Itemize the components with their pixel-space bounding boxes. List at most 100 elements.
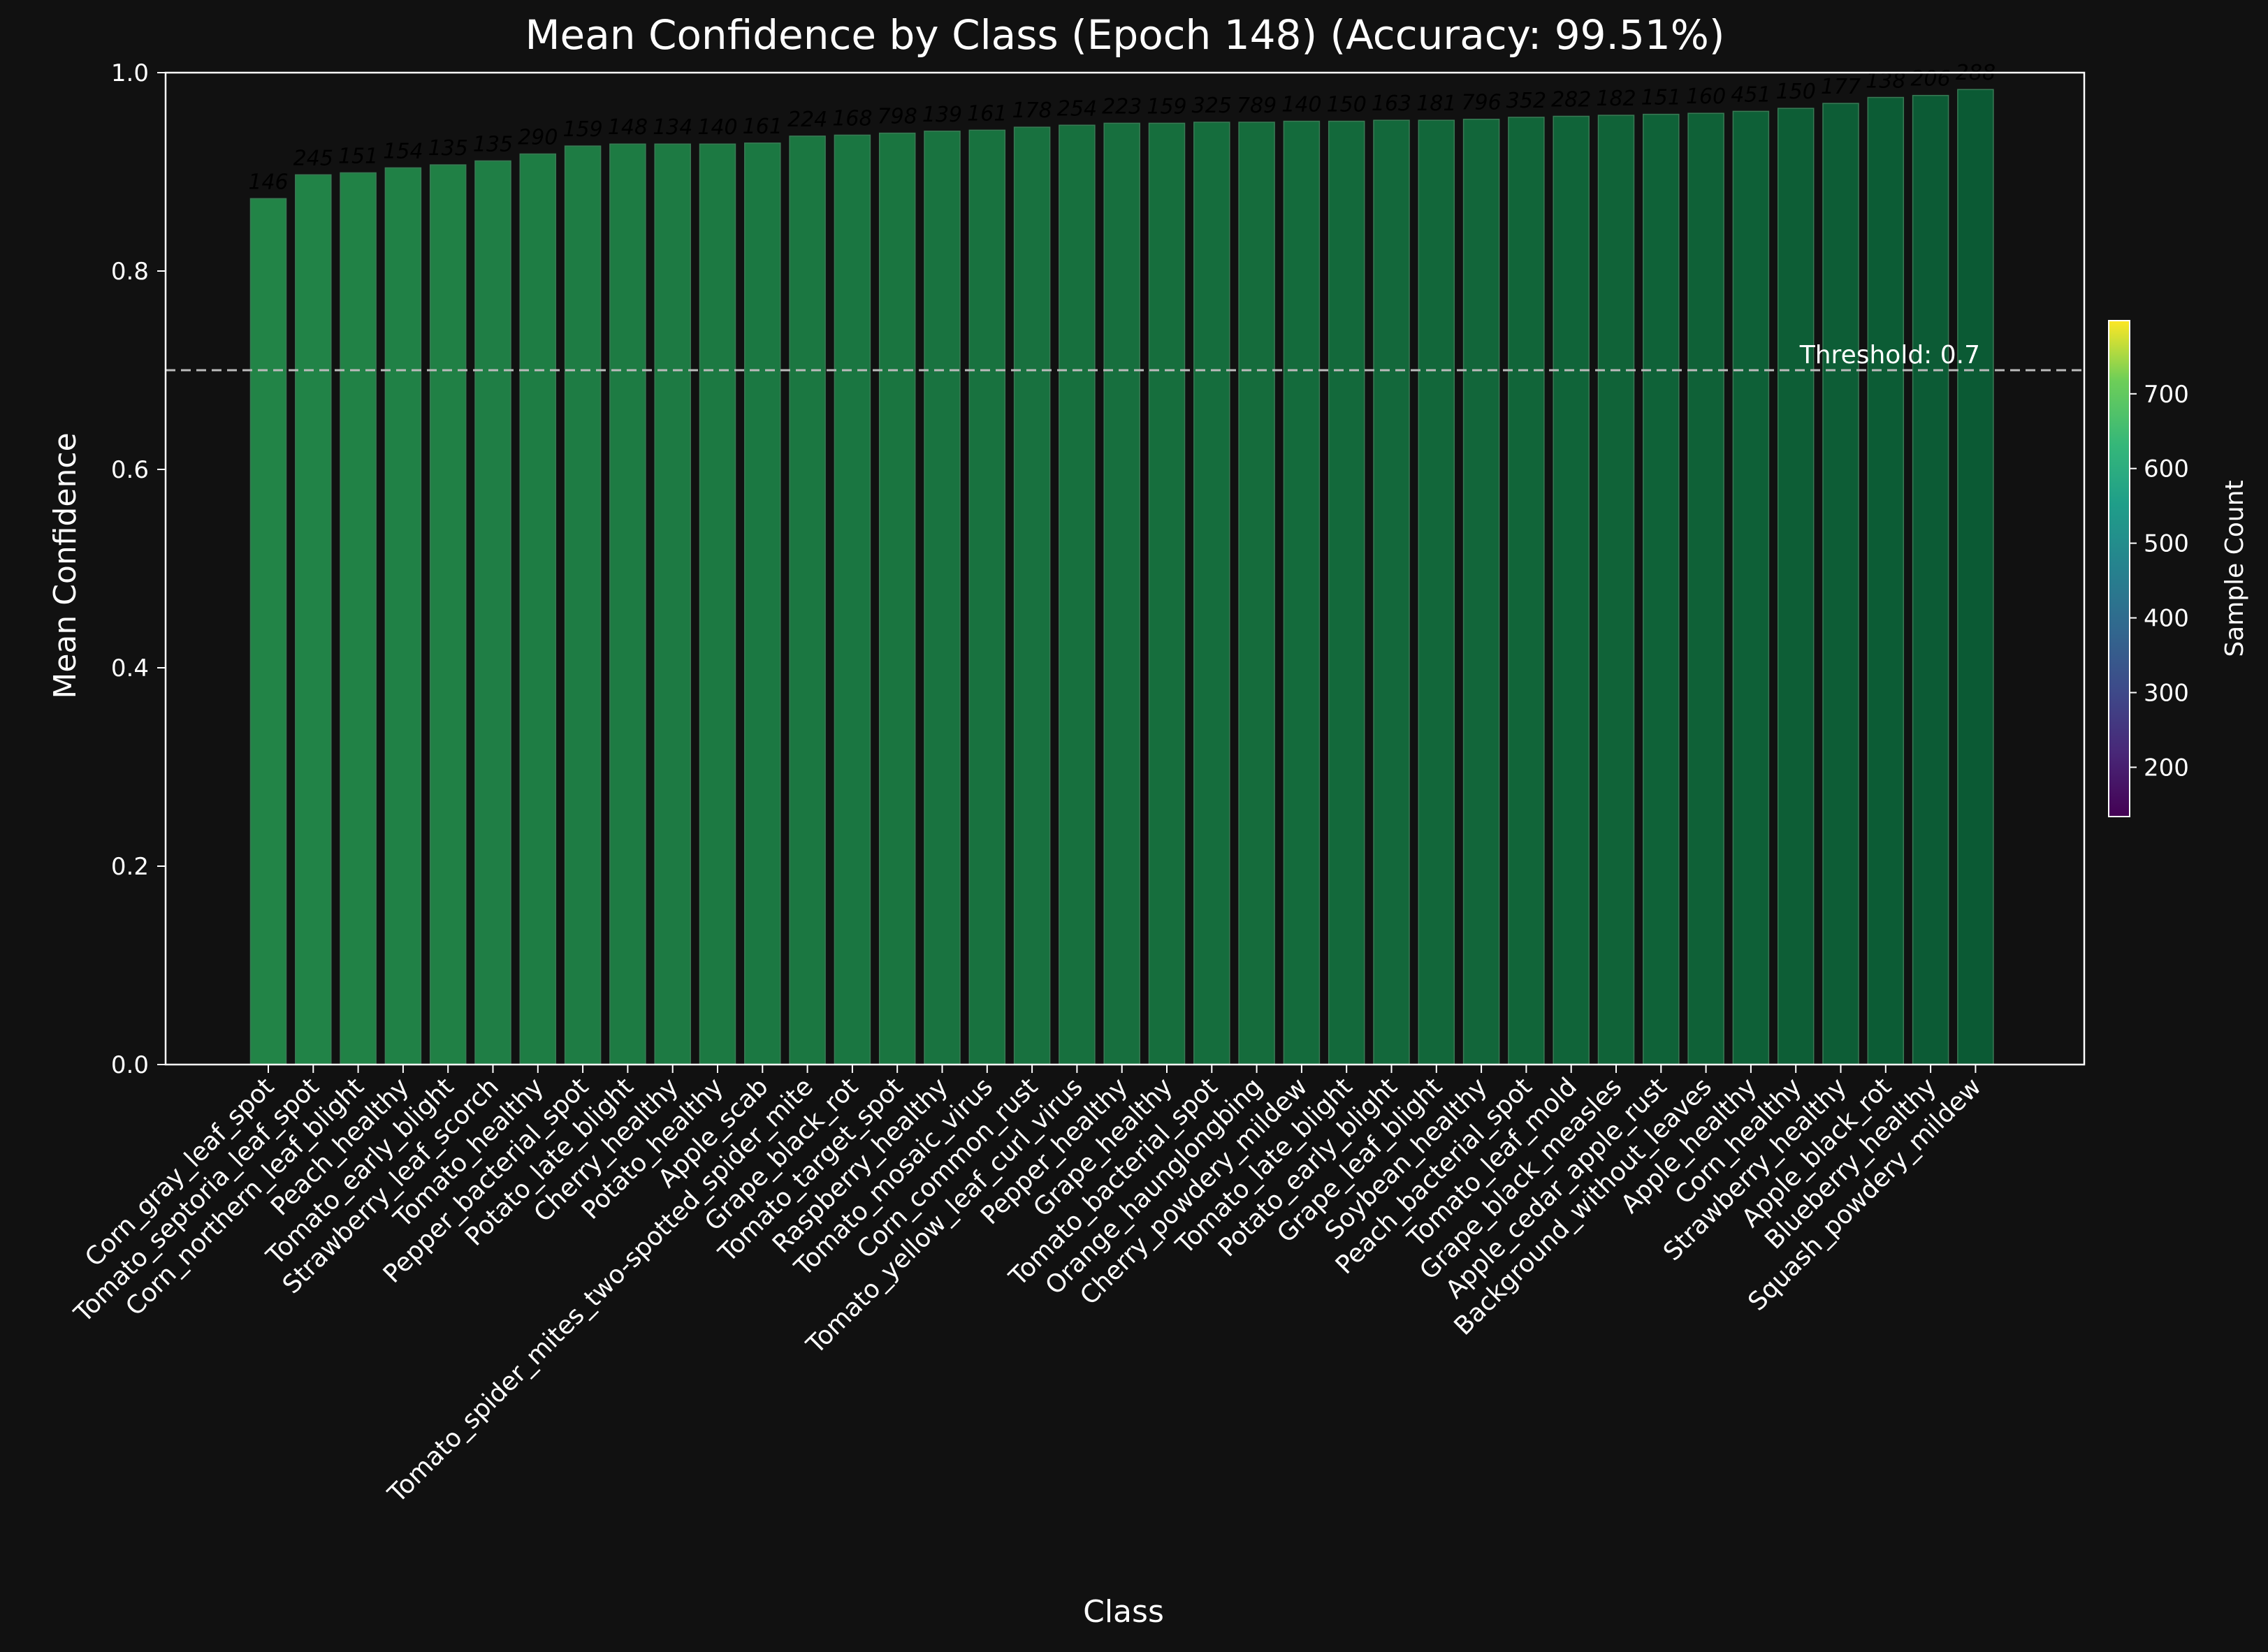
bar: [1373, 119, 1410, 1065]
sample-count-label: 159: [1147, 94, 1186, 119]
colorbar-tick-label: 400: [2144, 605, 2189, 633]
sample-count-label: 160: [1686, 85, 1726, 109]
sample-count-label: 151: [338, 144, 378, 168]
sample-count-label: 178: [1012, 98, 1052, 123]
colorbar-bar: [2108, 320, 2130, 817]
sample-count-label: 290: [518, 125, 558, 149]
colorbar-tick-label: 200: [2144, 754, 2189, 782]
bar: [1238, 122, 1275, 1065]
sample-count-label: 161: [743, 115, 783, 139]
bar: [1328, 120, 1365, 1065]
sample-count-label: 254: [1057, 96, 1097, 121]
sample-count-label: 352: [1506, 89, 1546, 113]
bar: [1462, 118, 1500, 1065]
sample-count-label: 154: [383, 139, 423, 163]
sample-count-label: 150: [1776, 80, 1816, 104]
bar: [249, 198, 287, 1065]
sample-count-label: 163: [1372, 92, 1411, 116]
bar: [1732, 110, 1770, 1065]
bar: [1687, 112, 1724, 1065]
y-tick-label: 0.0: [111, 1051, 149, 1079]
bar: [295, 174, 332, 1065]
bar: [340, 172, 377, 1065]
sample-count-label: 245: [293, 146, 333, 170]
bar: [968, 129, 1006, 1065]
bar: [1283, 120, 1321, 1065]
sample-count-label: 151: [1641, 86, 1681, 110]
bar: [1059, 124, 1096, 1065]
bar: [519, 153, 557, 1065]
sample-count-label: 451: [1731, 82, 1771, 107]
bar: [1013, 126, 1051, 1065]
y-tick-label: 1.0: [111, 59, 149, 87]
bar: [878, 132, 916, 1065]
sample-count-label: 325: [1192, 94, 1232, 118]
bar: [1508, 117, 1545, 1065]
y-axis-label: Mean Confidence: [48, 432, 83, 699]
bar: [1822, 103, 1859, 1065]
bar: [699, 143, 736, 1065]
sample-count-label: 181: [1416, 92, 1456, 116]
threshold-label: Threshold: 0.7: [1799, 341, 1980, 370]
sample-count-label: 177: [1821, 75, 1861, 99]
bar: [1957, 89, 1994, 1065]
bars-group: [249, 89, 1994, 1065]
bar: [654, 143, 691, 1065]
sample-count-label: 161: [967, 101, 1007, 126]
bar: [924, 131, 961, 1065]
sample-count-label: 150: [1327, 93, 1367, 117]
sample-count-label: 206: [1910, 67, 1950, 92]
plot-frame: [164, 71, 2086, 1066]
y-axis: 0.0 0.2 0.4 0.6 0.8 1.0: [111, 59, 166, 1079]
bar: [1597, 115, 1635, 1065]
bar: [789, 136, 826, 1065]
chart-title: Mean Confidence by Class (Epoch 148) (Ac…: [525, 11, 1724, 59]
bar: [1418, 119, 1455, 1065]
y-tick-label: 0.2: [111, 853, 149, 881]
sample-count-label: 134: [653, 115, 692, 140]
bar: [1867, 96, 1905, 1065]
sample-count-label: 139: [922, 103, 962, 127]
bar: [1643, 113, 1680, 1065]
colorbar-label: Sample Count: [2220, 480, 2249, 657]
y-tick-label: 0.8: [111, 258, 149, 286]
sample-count-label: 168: [832, 106, 872, 131]
colorbar-tick-label: 600: [2144, 455, 2189, 483]
colorbar-tick-label: 500: [2144, 530, 2189, 558]
x-axis-label: Class: [1083, 1594, 1164, 1630]
sample-count-label: 135: [428, 136, 468, 161]
sample-count-label: 159: [562, 117, 602, 142]
bar: [564, 145, 602, 1065]
bar: [834, 134, 871, 1065]
sample-count-label: 148: [608, 115, 648, 140]
sample-count-label: 135: [473, 132, 513, 156]
sample-count-label: 146: [248, 170, 288, 194]
x-axis: Corn_gray_leaf_spotTomato_septoria_leaf_…: [68, 1065, 1987, 1509]
y-tick-label: 0.6: [111, 456, 149, 484]
sample-count-label: 796: [1461, 91, 1501, 115]
bar: [1777, 108, 1815, 1065]
sample-count-label: 140: [1281, 93, 1321, 117]
sample-count-label: 182: [1596, 87, 1636, 111]
bar: [609, 143, 646, 1065]
sample-count-label: 789: [1237, 94, 1277, 118]
bar: [429, 164, 467, 1065]
sample-count-label: 798: [878, 105, 917, 129]
sample-count-label: 223: [1102, 94, 1142, 119]
bar: [1148, 122, 1186, 1065]
y-tick-label: 0.4: [111, 655, 149, 682]
bar: [384, 167, 422, 1065]
bar: [1912, 94, 1949, 1065]
colorbar: 200 300 400 500 600 700 Sample Count: [2108, 320, 2249, 817]
bar: [474, 160, 511, 1065]
bar: [1193, 122, 1230, 1065]
colorbar-tick-label: 300: [2144, 680, 2189, 708]
bar: [744, 142, 781, 1065]
bar: [1103, 122, 1140, 1065]
sample-count-label: 282: [1551, 87, 1591, 112]
sample-count-label: 140: [697, 115, 737, 140]
sample-count-label: 224: [787, 108, 827, 132]
colorbar-tick-label: 700: [2144, 381, 2189, 409]
